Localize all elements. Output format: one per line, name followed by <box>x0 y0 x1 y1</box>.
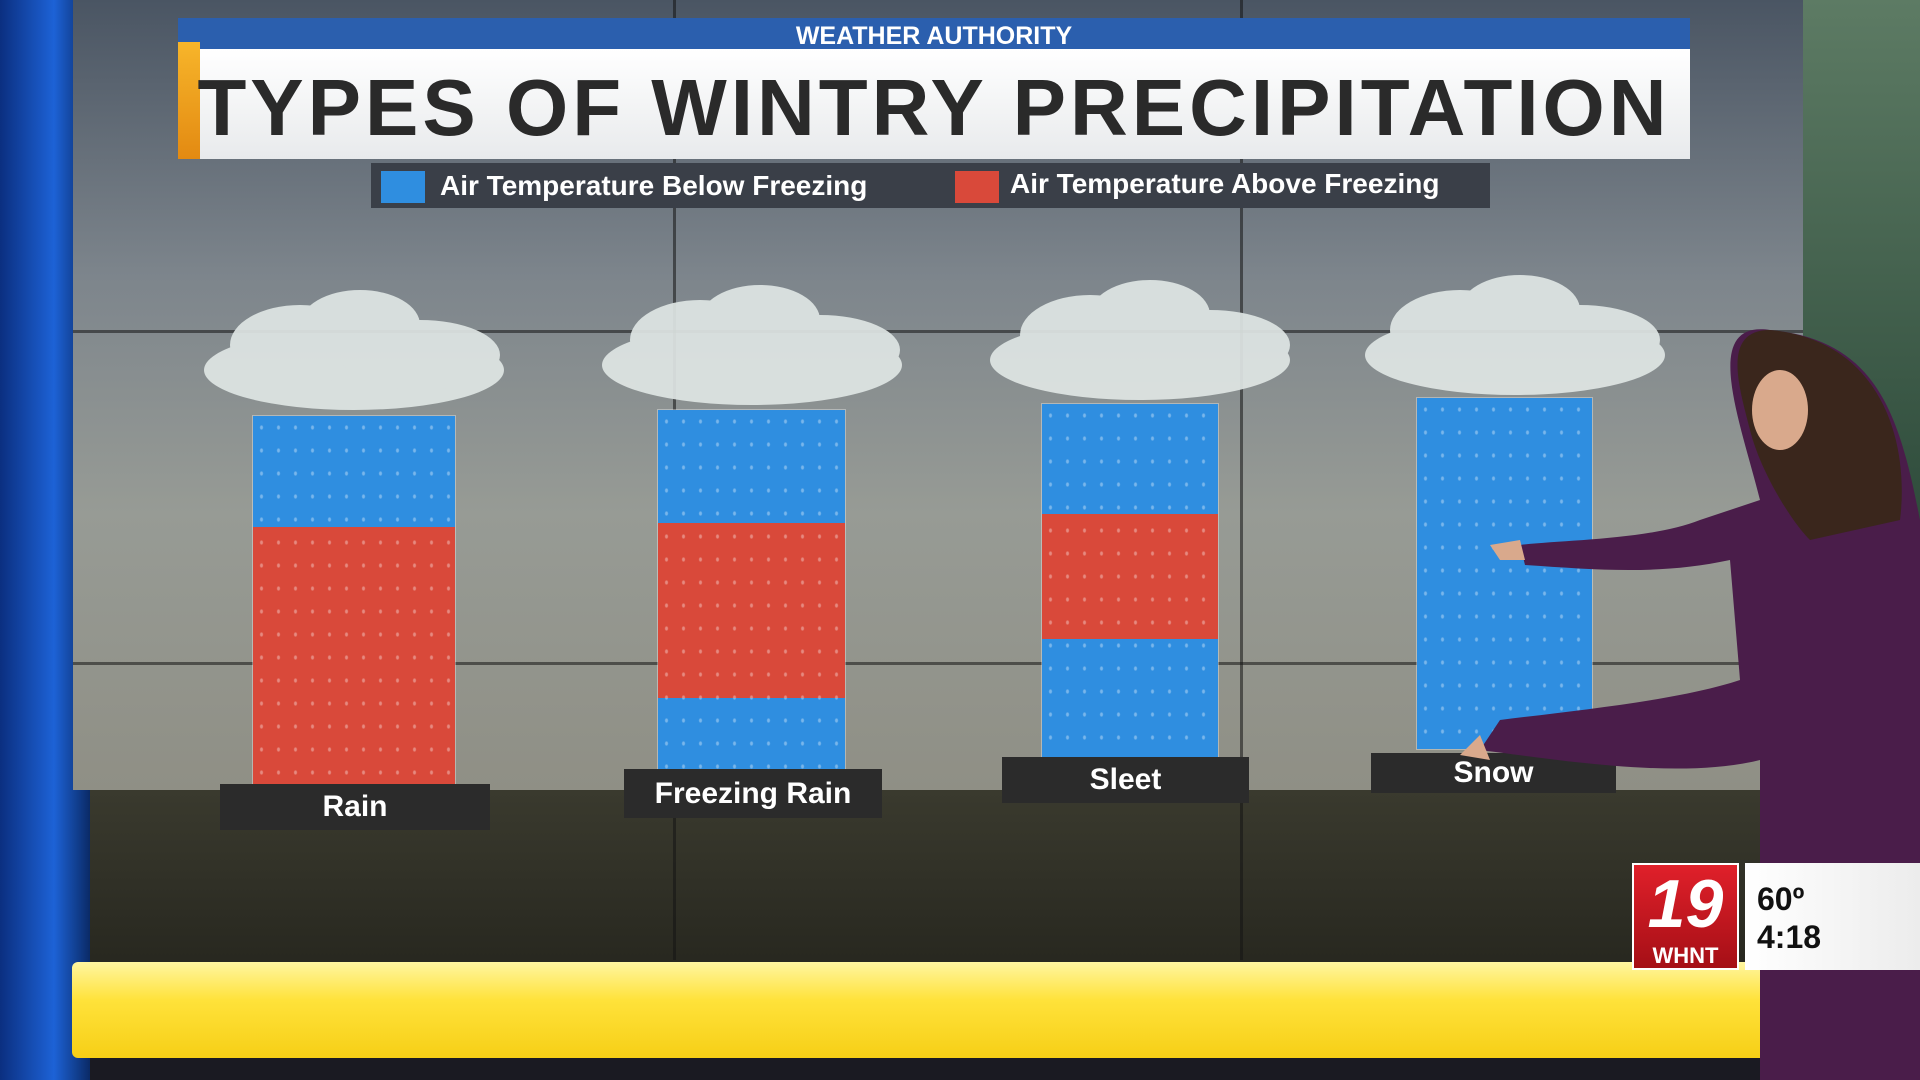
legend-label: Air Temperature Above Freezing <box>1010 168 1440 199</box>
header-strip <box>178 18 1690 50</box>
legend-swatch <box>955 171 999 203</box>
station-logo: 19 WHNT <box>1632 863 1739 970</box>
column <box>253 416 455 784</box>
floor-strip <box>72 962 1812 1058</box>
call-sign: WHNT <box>1652 943 1719 968</box>
channel: 19 <box>1647 866 1724 942</box>
info-box: 60º 4:18 <box>1745 863 1920 970</box>
column <box>658 410 845 771</box>
accent-bar <box>178 42 200 159</box>
wall-seam <box>1240 0 1243 960</box>
wall-seam <box>73 330 1803 333</box>
column-label: Sleet <box>1002 757 1249 803</box>
column-label: Freezing Rain <box>624 769 882 818</box>
temperature: 60º <box>1757 881 1805 917</box>
legend-bar <box>371 163 1490 208</box>
column <box>1042 404 1218 759</box>
wall-seam <box>73 662 1803 665</box>
column-label: Rain <box>220 784 490 830</box>
time: 4:18 <box>1757 919 1822 955</box>
title-band <box>178 49 1690 159</box>
legend-label: Air Temperature Below Freezing <box>440 170 868 201</box>
title: TYPES OF WINTRY PRECIPITATION <box>197 63 1671 152</box>
column <box>1417 398 1592 749</box>
legend-swatch <box>381 171 425 203</box>
brand: WEATHER AUTHORITY <box>795 22 1073 50</box>
